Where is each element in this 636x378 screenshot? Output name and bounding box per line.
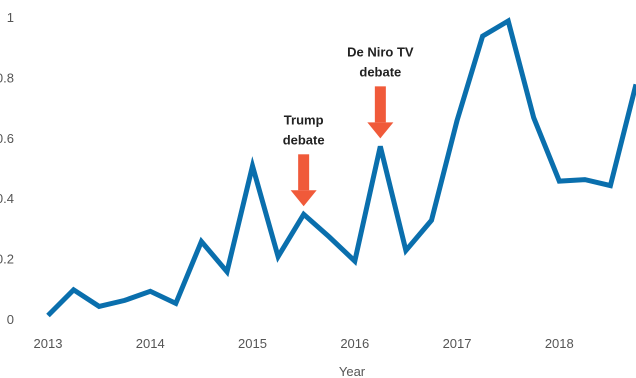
x-tick-label: 2013 — [34, 336, 63, 351]
y-tick-label: 0.6 — [0, 131, 14, 146]
annotation-arrow-shaft — [298, 154, 310, 191]
annotation-arrow-head — [290, 190, 317, 207]
y-tick-label: 0.2 — [0, 252, 14, 267]
annotation-label: De Niro TV — [347, 44, 414, 59]
annotation-label: debate — [283, 132, 325, 147]
x-tick-label: 2017 — [443, 336, 472, 351]
y-tick-label: 0.8 — [0, 70, 14, 85]
x-tick-label: 2015 — [238, 336, 267, 351]
series-line — [46, 17, 636, 318]
x-tick-label: 2014 — [136, 336, 165, 351]
x-axis-label: Year — [339, 364, 366, 378]
y-tick-label: 0 — [7, 312, 14, 327]
annotation-label: debate — [359, 64, 401, 79]
y-tick-label: 1 — [7, 10, 14, 25]
annotation-label: Trump — [284, 112, 324, 127]
y-tick-label: 0.4 — [0, 191, 14, 206]
annotation-arrow-head — [367, 122, 394, 139]
annotation-arrow-shaft — [374, 86, 386, 123]
x-tick-label: 2016 — [340, 336, 369, 351]
x-tick-label: 2018 — [545, 336, 574, 351]
